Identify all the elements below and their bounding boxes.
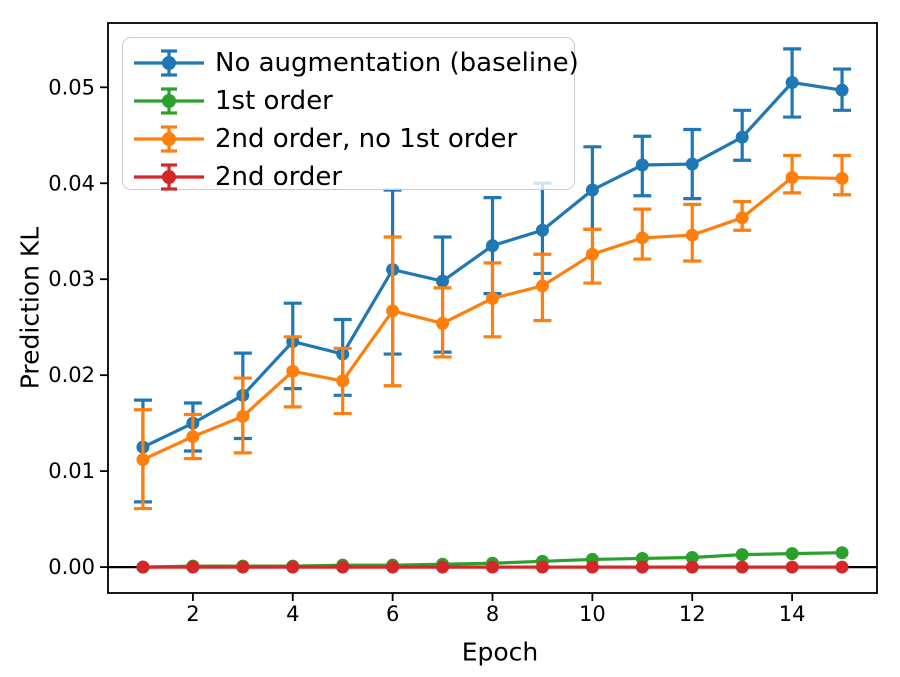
legend-errorbar-glyph-icon bbox=[134, 87, 204, 115]
y-tick-label: 0.03 bbox=[48, 267, 95, 291]
data-point-marker bbox=[186, 430, 200, 444]
data-point-marker bbox=[486, 560, 499, 574]
data-point-marker bbox=[735, 548, 749, 562]
data-point-marker bbox=[336, 560, 350, 574]
data-point-marker bbox=[835, 560, 849, 574]
y-tick-label: 0.05 bbox=[48, 75, 95, 99]
data-point-marker bbox=[685, 157, 699, 171]
data-point-marker bbox=[785, 75, 799, 89]
legend-label: 2nd order bbox=[215, 162, 343, 192]
data-point-marker bbox=[685, 560, 699, 574]
y-tick-label: 0.02 bbox=[48, 363, 95, 387]
legend-label: No augmentation (baseline) bbox=[215, 48, 579, 78]
data-point-marker bbox=[236, 560, 250, 574]
data-point-marker bbox=[136, 560, 150, 574]
x-tick-label: 4 bbox=[286, 602, 299, 626]
legend-item: 1st order bbox=[131, 82, 566, 120]
data-point-marker bbox=[186, 560, 200, 574]
data-point-marker bbox=[585, 560, 599, 574]
y-tick-label: 0.04 bbox=[48, 171, 95, 195]
legend-errorbar-glyph-icon bbox=[134, 125, 204, 153]
data-point-marker bbox=[286, 364, 300, 378]
x-tick-label: 10 bbox=[579, 602, 606, 626]
data-point-marker bbox=[835, 546, 849, 560]
data-point-marker bbox=[735, 560, 749, 574]
data-point-marker bbox=[286, 560, 300, 574]
legend: No augmentation (baseline) 1st order 2nd o… bbox=[122, 37, 579, 192]
legend-label: 2nd order, no 1st order bbox=[215, 124, 518, 154]
data-point-marker bbox=[785, 560, 799, 574]
data-point-marker bbox=[585, 247, 599, 261]
data-point-marker bbox=[236, 409, 250, 423]
x-tick-label: 14 bbox=[779, 602, 806, 626]
data-point-marker bbox=[486, 291, 499, 305]
data-point-marker bbox=[635, 158, 649, 172]
y-axis-label: Prediction KL bbox=[15, 226, 45, 390]
data-point-marker bbox=[336, 374, 350, 388]
data-point-marker bbox=[785, 547, 799, 561]
series-2nd-order-no-1st-order bbox=[133, 153, 852, 511]
data-point-marker bbox=[535, 560, 549, 574]
data-point-marker bbox=[735, 211, 749, 225]
data-point-marker bbox=[386, 560, 400, 574]
data-point-marker bbox=[136, 453, 150, 467]
data-point-marker bbox=[585, 183, 599, 197]
legend-item: 2nd order, no 1st order bbox=[131, 120, 566, 158]
legend-label: 1st order bbox=[215, 86, 333, 116]
x-tick-label: 2 bbox=[186, 602, 199, 626]
data-point-marker bbox=[436, 274, 450, 288]
x-axis-label: Epoch bbox=[461, 637, 539, 667]
legend-errorbar-glyph-icon bbox=[134, 163, 204, 191]
x-tick-label: 6 bbox=[386, 602, 399, 626]
y-tick-label: 0.01 bbox=[48, 459, 95, 483]
data-point-marker bbox=[785, 170, 799, 184]
data-point-marker bbox=[685, 550, 699, 564]
legend-item: No augmentation (baseline) bbox=[131, 44, 579, 82]
data-point-marker bbox=[735, 130, 749, 144]
data-point-marker bbox=[835, 83, 849, 97]
data-point-marker bbox=[635, 231, 649, 245]
legend-item: 2nd order bbox=[131, 158, 566, 196]
legend-errorbar-glyph-icon bbox=[134, 49, 204, 77]
x-tick-label: 8 bbox=[486, 602, 499, 626]
data-point-marker bbox=[535, 223, 549, 237]
data-point-marker bbox=[535, 279, 549, 293]
data-point-marker bbox=[685, 228, 699, 242]
data-point-marker bbox=[436, 316, 450, 330]
x-tick-label: 12 bbox=[679, 602, 706, 626]
data-point-marker bbox=[835, 171, 849, 185]
data-point-marker bbox=[436, 560, 450, 574]
series-2nd-order bbox=[136, 560, 849, 574]
y-tick-label: 0.00 bbox=[48, 555, 95, 579]
data-point-marker bbox=[635, 560, 649, 574]
data-point-marker bbox=[486, 239, 499, 253]
data-point-marker bbox=[386, 304, 400, 318]
